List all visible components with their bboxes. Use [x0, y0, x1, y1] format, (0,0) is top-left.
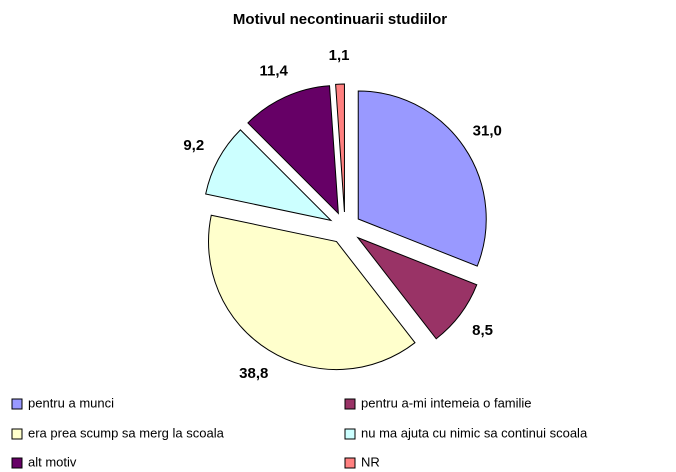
- pie-slice: [335, 83, 345, 213]
- legend-label: nu ma ajuta cu nimic sa continui scoala: [361, 425, 588, 440]
- legend-label: NR: [361, 454, 380, 469]
- legend-swatch: [11, 457, 23, 469]
- legend-label: pentru a munci: [28, 395, 114, 410]
- data-label: 8,5: [472, 322, 493, 339]
- data-label: 9,2: [183, 137, 204, 154]
- legend-swatch: [344, 398, 356, 410]
- pie-slice: [356, 236, 478, 340]
- legend-swatch: [11, 428, 23, 440]
- legend-label: alt motiv: [28, 454, 77, 469]
- legend-swatch: [344, 428, 356, 440]
- data-label: 1,1: [329, 47, 350, 64]
- legend-label: pentru a-mi intemeia o familie: [361, 395, 532, 410]
- pie-slice: [208, 214, 416, 371]
- pie-slice: [205, 129, 333, 222]
- pie-slice: [357, 90, 487, 267]
- pie-slice: [247, 85, 339, 215]
- data-label: 11,4: [260, 62, 289, 79]
- legend-label: era prea scump sa merg la scoala: [28, 425, 225, 440]
- chart-title: Motivul necontinuarii studiilor: [233, 11, 447, 28]
- data-label: 38,8: [239, 365, 268, 382]
- data-label: 31,0: [473, 122, 502, 139]
- legend-swatch: [11, 398, 23, 410]
- legend-swatch: [344, 457, 356, 469]
